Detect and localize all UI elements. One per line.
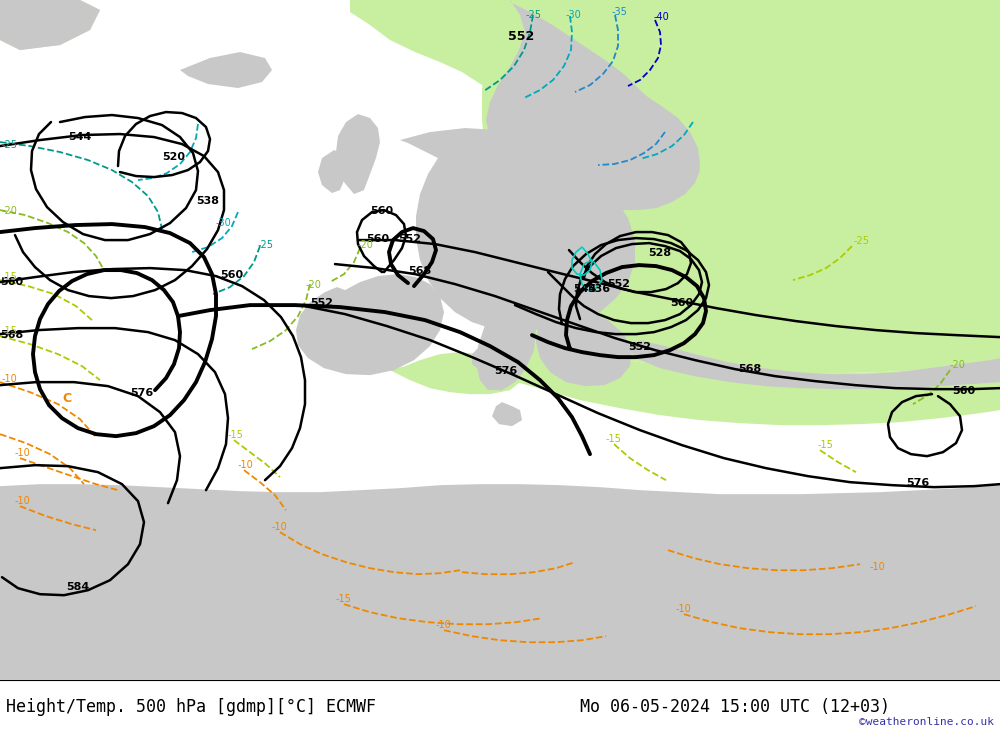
Polygon shape	[536, 304, 632, 386]
Text: -30: -30	[566, 10, 582, 20]
Text: -10: -10	[870, 562, 886, 572]
Polygon shape	[350, 0, 795, 260]
Text: 552: 552	[628, 342, 651, 352]
Text: 552: 552	[398, 234, 421, 244]
Text: -15: -15	[2, 326, 18, 336]
Polygon shape	[628, 340, 1000, 389]
Text: -10: -10	[272, 522, 288, 532]
Text: 576: 576	[130, 388, 153, 398]
Polygon shape	[492, 402, 522, 426]
Text: -10: -10	[15, 496, 31, 507]
Text: -40: -40	[654, 12, 670, 22]
Text: 576: 576	[494, 366, 517, 376]
Polygon shape	[400, 128, 635, 330]
Polygon shape	[296, 274, 444, 375]
Text: -10: -10	[676, 604, 692, 614]
Polygon shape	[180, 52, 272, 88]
Polygon shape	[574, 80, 700, 206]
Text: -15: -15	[606, 434, 622, 444]
Text: -10: -10	[436, 620, 452, 630]
Polygon shape	[482, 0, 1000, 373]
Text: 560: 560	[670, 298, 693, 308]
Text: ©weatheronline.co.uk: ©weatheronline.co.uk	[859, 717, 994, 727]
Text: 584: 584	[66, 582, 89, 592]
Text: 520: 520	[162, 152, 185, 162]
Text: -35: -35	[612, 7, 628, 17]
Text: 552: 552	[607, 279, 630, 289]
Text: -30: -30	[216, 218, 232, 228]
Text: -10: -10	[15, 448, 31, 458]
Text: C: C	[62, 392, 71, 405]
Text: Height/Temp. 500 hPa [gdmp][°C] ECMWF: Height/Temp. 500 hPa [gdmp][°C] ECMWF	[6, 699, 376, 716]
Polygon shape	[318, 150, 348, 193]
Text: 552: 552	[508, 30, 534, 43]
Text: -25: -25	[258, 240, 274, 250]
Text: -25: -25	[854, 236, 870, 246]
Text: -20: -20	[950, 360, 966, 370]
Text: 568: 568	[0, 330, 23, 340]
Text: -20: -20	[358, 240, 374, 250]
Polygon shape	[336, 114, 380, 194]
Text: 552: 552	[310, 298, 333, 308]
Text: 560: 560	[0, 277, 23, 287]
Text: 568: 568	[408, 266, 431, 276]
Text: -10: -10	[2, 374, 18, 384]
Polygon shape	[0, 0, 100, 50]
Text: 538: 538	[196, 196, 219, 206]
Text: -25: -25	[526, 10, 542, 20]
Text: 568: 568	[738, 364, 761, 374]
Text: 528: 528	[648, 248, 671, 258]
Text: -10: -10	[238, 460, 254, 470]
Text: 536: 536	[587, 284, 610, 294]
Text: -20: -20	[306, 280, 322, 290]
Text: -15: -15	[228, 430, 244, 440]
Polygon shape	[0, 0, 100, 50]
Text: -15: -15	[2, 272, 18, 282]
Text: 560: 560	[220, 270, 243, 280]
Text: 560: 560	[952, 386, 975, 396]
Polygon shape	[0, 485, 1000, 680]
Text: -15: -15	[336, 594, 352, 604]
Text: -25: -25	[2, 140, 18, 150]
Text: Mo 06-05-2024 15:00 UTC (12+03): Mo 06-05-2024 15:00 UTC (12+03)	[580, 699, 890, 716]
Text: 544: 544	[68, 132, 91, 142]
Text: 544: 544	[573, 284, 596, 294]
Text: -20: -20	[2, 206, 18, 216]
Polygon shape	[476, 272, 536, 390]
Text: -15: -15	[818, 440, 834, 450]
Polygon shape	[486, 0, 700, 210]
Text: 560: 560	[366, 234, 389, 244]
Text: 576: 576	[906, 478, 929, 488]
Polygon shape	[472, 348, 488, 370]
Polygon shape	[500, 330, 1000, 425]
Polygon shape	[390, 352, 522, 394]
Text: 560: 560	[370, 206, 393, 216]
Polygon shape	[200, 532, 222, 550]
